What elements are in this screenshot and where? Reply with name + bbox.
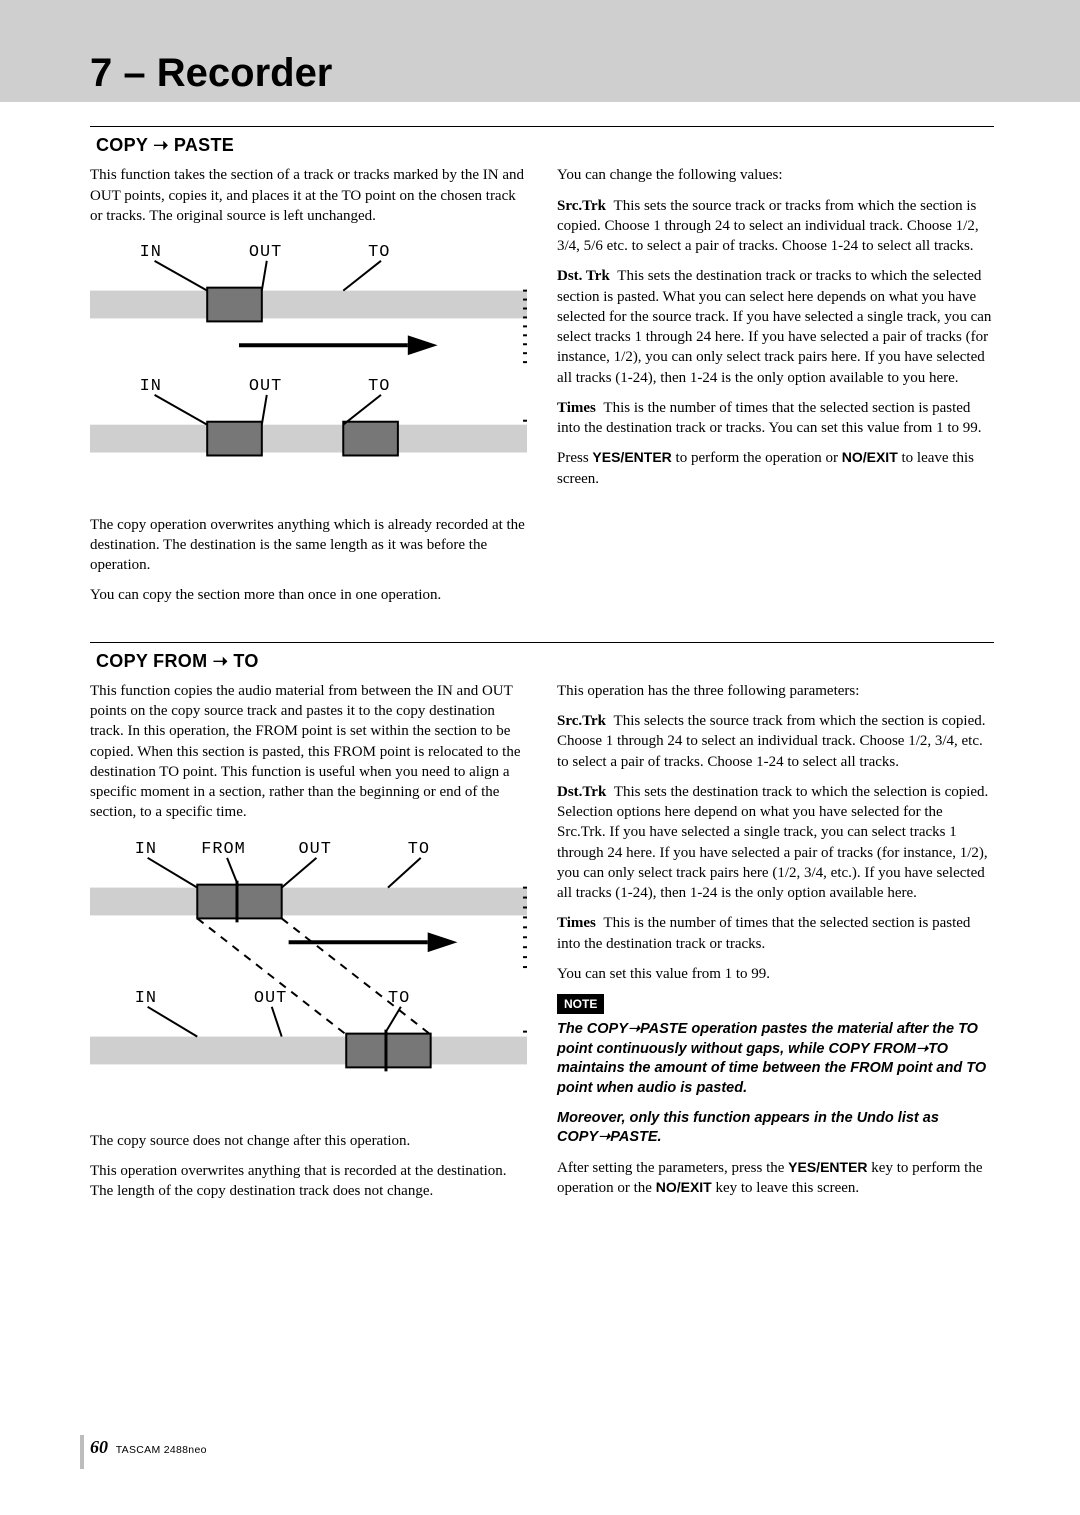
param-text: This sets the destination track to which… [557, 784, 988, 901]
key-no-exit: NO/EXIT [842, 449, 898, 465]
svg-text:TO: TO [408, 839, 430, 858]
arrow-icon: ➝ [213, 649, 228, 673]
param-label: Times [557, 915, 596, 931]
param-src: Src.Trk This selects the source track fr… [557, 711, 994, 772]
param-times: Times This is the number of times that t… [557, 398, 994, 439]
key-no-exit: NO/EXIT [656, 1179, 712, 1195]
param-label: Dst. Trk [557, 268, 610, 284]
svg-text:IN: IN [135, 988, 157, 1007]
text: to perform the operation or [672, 450, 842, 466]
svg-text:FROM: FROM [201, 839, 245, 858]
section-title-copy-paste: COPY ➝ PASTE [90, 127, 994, 165]
arrow-icon: ➝ [598, 1129, 610, 1145]
body-text: The copy source does not change after th… [90, 1131, 527, 1151]
chapter-dash: – [123, 51, 145, 95]
chapter-number: 7 [90, 51, 112, 95]
arrow-icon: ➝ [628, 1021, 640, 1037]
svg-text:TO: TO [388, 988, 410, 1007]
text: The COPY [557, 1021, 628, 1037]
text: PASTE. [610, 1129, 661, 1145]
key-yes-enter: YES/ENTER [592, 449, 671, 465]
page-footer: 60 TASCAM 2488neo [90, 1435, 207, 1459]
text: Press [557, 450, 592, 466]
left-column: This function copies the audio material … [90, 681, 527, 1212]
svg-text:IN: IN [140, 377, 162, 396]
arrow-icon: ➝ [916, 1041, 928, 1057]
right-column: This operation has the three following p… [557, 681, 994, 1212]
svg-text:OUT: OUT [249, 377, 282, 396]
copy-paste-diagram: IN OUT TO [90, 236, 527, 500]
param-dst: Dst. Trk This sets the destination track… [557, 266, 994, 388]
param-label: Src.Trk [557, 198, 606, 214]
body-text: This function takes the section of a tra… [90, 165, 527, 226]
param-src: Src.Trk This sets the source track or tr… [557, 196, 994, 257]
chapter-name: Recorder [157, 51, 333, 95]
param-text: This selects the source track from which… [557, 713, 986, 770]
body-text: This function copies the audio material … [90, 681, 527, 823]
left-column: This function takes the section of a tra… [90, 165, 527, 615]
title-right: PASTE [174, 135, 234, 155]
body-text: You can copy the section more than once … [90, 585, 527, 605]
key-yes-enter: YES/ENTER [788, 1159, 867, 1175]
label-out: OUT [249, 243, 282, 262]
svg-text:TO: TO [368, 377, 390, 396]
param-text: This is the number of times that the sel… [557, 400, 982, 436]
chapter-title: 7 – Recorder [90, 0, 994, 100]
text: key to leave this screen. [712, 1180, 859, 1196]
note-text: The COPY➝PASTE operation pastes the mate… [557, 1020, 994, 1098]
footer-accent-bar [80, 1435, 84, 1469]
body-text: This operation has the three following p… [557, 681, 994, 701]
copy-from-to-diagram: IN FROM OUT TO [90, 833, 527, 1117]
title-left: COPY FROM [96, 651, 207, 671]
param-text: This is the number of times that the sel… [557, 915, 970, 951]
text: After setting the parameters, press the [557, 1160, 788, 1176]
body-text: You can set this value from 1 to 99. [557, 964, 994, 984]
param-text: This sets the source track or tracks fro… [557, 198, 979, 255]
body-text: You can change the following values: [557, 165, 994, 185]
section-title-copy-from-to: COPY FROM ➝ TO [90, 643, 994, 681]
final-instruction: After setting the parameters, press the … [557, 1158, 994, 1199]
svg-text:OUT: OUT [299, 839, 332, 858]
body-text: The copy operation overwrites anything w… [90, 515, 527, 576]
svg-text:IN: IN [135, 839, 157, 858]
body-text: This operation overwrites anything that … [90, 1161, 527, 1202]
arrow-icon: ➝ [153, 133, 168, 157]
final-instruction: Press YES/ENTER to perform the operation… [557, 448, 994, 489]
product-model: TASCAM 2488neo [116, 1444, 207, 1456]
right-column: You can change the following values: Src… [557, 165, 994, 615]
section-copy-from-to: COPY FROM ➝ TO This function copies the … [90, 642, 994, 1212]
title-left: COPY [96, 135, 148, 155]
svg-text:OUT: OUT [254, 988, 287, 1007]
label-in: IN [140, 243, 162, 262]
note-badge: NOTE [557, 994, 604, 1014]
page-number: 60 [90, 1437, 108, 1457]
note-text: Moreover, only this function appears in … [557, 1109, 994, 1148]
param-label: Times [557, 400, 596, 416]
label-to: TO [368, 243, 390, 262]
param-text: This sets the destination track or track… [557, 268, 991, 385]
param-label: Src.Trk [557, 713, 606, 729]
param-times: Times This is the number of times that t… [557, 913, 994, 954]
param-dst: Dst.Trk This sets the destination track … [557, 782, 994, 904]
title-right: TO [233, 651, 258, 671]
param-label: Dst.Trk [557, 784, 606, 800]
section-copy-paste: COPY ➝ PASTE This function takes the sec… [90, 126, 994, 616]
